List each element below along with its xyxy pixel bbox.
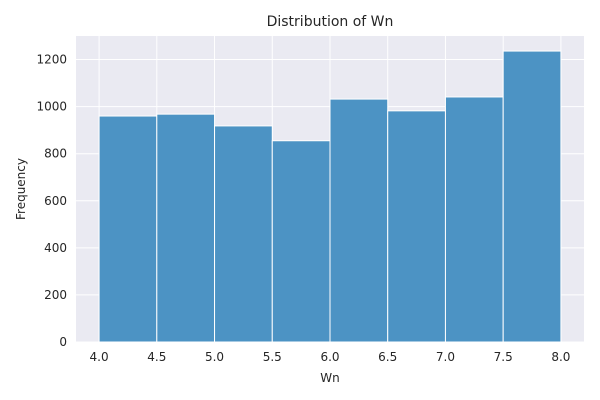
y-tick-label: 800 <box>44 147 67 161</box>
histogram-bar <box>502 50 562 343</box>
histogram-bar <box>156 113 216 343</box>
y-tick-label: 1200 <box>36 53 67 67</box>
y-tick-label: 0 <box>59 335 67 349</box>
x-tick-label: 7.5 <box>494 350 513 364</box>
histogram-bar <box>444 96 504 343</box>
x-tick-label: 4.5 <box>147 350 166 364</box>
chart-title: Distribution of Wn <box>267 14 394 30</box>
y-tick-label: 400 <box>44 241 67 255</box>
x-tick-label: 7.0 <box>436 350 455 364</box>
histogram-bar <box>98 115 158 343</box>
x-tick-label: 5.0 <box>205 350 224 364</box>
histogram-bar <box>214 125 273 343</box>
x-tick-labels: 4.0 4.5 5.0 5.5 6.0 6.5 7.0 7.5 8.0 <box>90 350 571 364</box>
histogram-bar <box>271 140 331 343</box>
x-tick-label: 6.5 <box>378 350 397 364</box>
x-tick-label: 8.0 <box>551 350 570 364</box>
y-tick-label: 1000 <box>36 100 67 114</box>
histogram-bar <box>329 98 389 343</box>
y-tick-label: 200 <box>44 288 67 302</box>
y-tick-label: 600 <box>44 194 67 208</box>
x-axis-title: Wn <box>320 371 339 385</box>
histogram-bars <box>98 50 562 343</box>
x-tick-label: 4.0 <box>90 350 109 364</box>
y-tick-labels: 0 200 400 600 800 1000 1200 <box>36 53 67 349</box>
x-tick-label: 6.0 <box>320 350 339 364</box>
y-axis-title: Frequency <box>14 158 28 220</box>
x-tick-label: 5.5 <box>263 350 282 364</box>
histogram-bar <box>387 110 446 343</box>
